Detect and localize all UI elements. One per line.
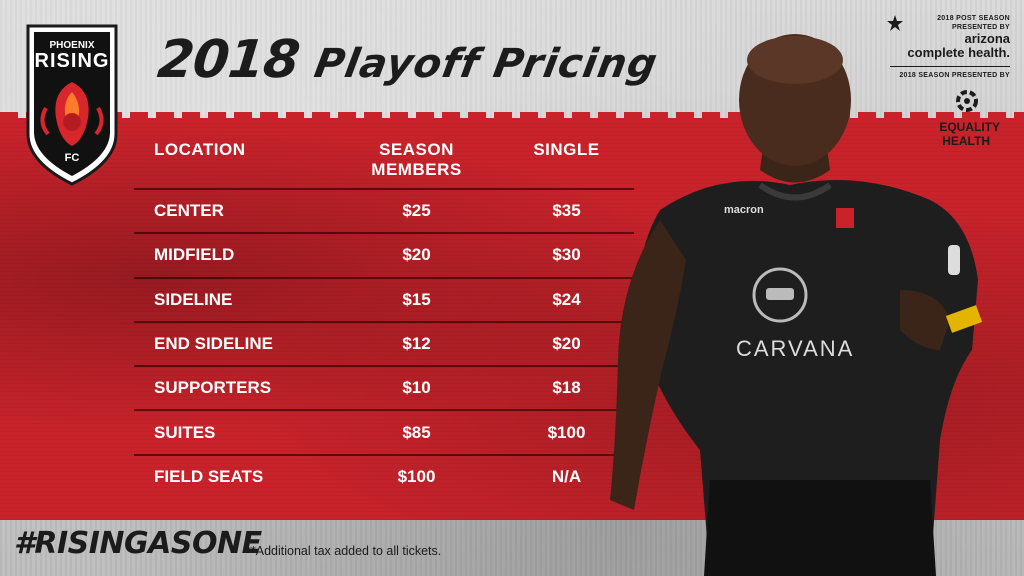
player-silhouette-icon bbox=[610, 34, 983, 576]
row-season-price: $100 bbox=[397, 466, 436, 486]
post-season-name-1: arizona bbox=[964, 31, 1010, 46]
shirt-brand: macron bbox=[724, 204, 764, 216]
equality-health-icon bbox=[956, 90, 978, 112]
table-row: SUITES $85 $100 bbox=[134, 409, 634, 453]
title-year: 2018 bbox=[154, 30, 302, 90]
row-location: CENTER bbox=[154, 201, 224, 221]
table-row: SUPPORTERS $10 $18 bbox=[134, 365, 634, 409]
row-season-price: $10 bbox=[402, 378, 431, 398]
phoenix-rising-logo: PHOENIX RISING FC bbox=[22, 22, 122, 188]
row-location: MIDFIELD bbox=[154, 245, 235, 265]
logo-line1: PHOENIX bbox=[49, 40, 95, 51]
shirt-sponsor: CARVANA bbox=[736, 336, 855, 361]
row-location: SIDELINE bbox=[154, 289, 233, 309]
row-location: SUPPORTERS bbox=[154, 378, 272, 398]
page-title: 2018 Playoff Pricing bbox=[154, 30, 661, 100]
row-location: END SIDELINE bbox=[154, 334, 274, 354]
row-single-price: $20 bbox=[552, 334, 581, 354]
row-season-price: $15 bbox=[402, 289, 431, 309]
season-name-1: EQUALITY bbox=[939, 120, 1000, 134]
header-season-line2: MEMBERS bbox=[371, 160, 462, 179]
header-season-line1: SEASON bbox=[379, 140, 454, 159]
sponsor-divider bbox=[890, 66, 1010, 67]
row-single-price: $35 bbox=[552, 201, 581, 221]
season-name-2: HEALTH bbox=[942, 134, 990, 148]
star-icon bbox=[887, 15, 903, 31]
header-season: SEASON MEMBERS bbox=[334, 140, 499, 188]
table-row: SIDELINE $15 $24 bbox=[134, 276, 634, 321]
post-season-name-2: complete health. bbox=[907, 45, 1010, 60]
logo-line2: RISING bbox=[34, 50, 110, 72]
season-label: 2018 SEASON PRESENTED BY bbox=[899, 72, 1010, 79]
row-season-price: $12 bbox=[402, 334, 431, 354]
logo-shield-icon bbox=[26, 24, 118, 186]
hashtag: #RISINGASONE bbox=[14, 526, 262, 561]
table-header: LOCATION SEASON MEMBERS SINGLE bbox=[134, 128, 634, 188]
row-single-price: $18 bbox=[552, 378, 581, 398]
sponsors: 2018 POST SEASON PRESENTED BY arizona co… bbox=[870, 14, 1010, 148]
header-location: LOCATION bbox=[154, 140, 246, 159]
row-season-price: $85 bbox=[402, 422, 431, 442]
table-row: FIELD SEATS $100 N/A bbox=[134, 453, 634, 498]
table-row: END SIDELINE $12 $20 bbox=[134, 320, 634, 365]
logo-line3: FC bbox=[64, 152, 80, 164]
row-single-price: N/A bbox=[551, 466, 582, 486]
post-season-label: 2018 POST SEASON PRESENTED BY bbox=[937, 15, 1010, 31]
disclaimer: **Additional tax added to all tickets. bbox=[246, 544, 442, 558]
row-location: FIELD SEATS bbox=[154, 466, 264, 486]
header-single: SINGLE bbox=[533, 140, 600, 159]
row-single-price: $100 bbox=[547, 422, 586, 442]
table-row: MIDFIELD $20 $30 bbox=[134, 232, 634, 276]
table-row: CENTER $25 $35 bbox=[134, 188, 634, 232]
pricing-table: LOCATION SEASON MEMBERS SINGLE CENTER $2… bbox=[134, 128, 634, 498]
player-photo: macron CARVANA bbox=[600, 20, 1024, 576]
row-season-price: $25 bbox=[402, 201, 431, 221]
row-location: SUITES bbox=[154, 422, 216, 442]
row-single-price: $24 bbox=[552, 289, 581, 309]
row-season-price: $20 bbox=[402, 245, 431, 265]
row-single-price: $30 bbox=[552, 245, 581, 265]
